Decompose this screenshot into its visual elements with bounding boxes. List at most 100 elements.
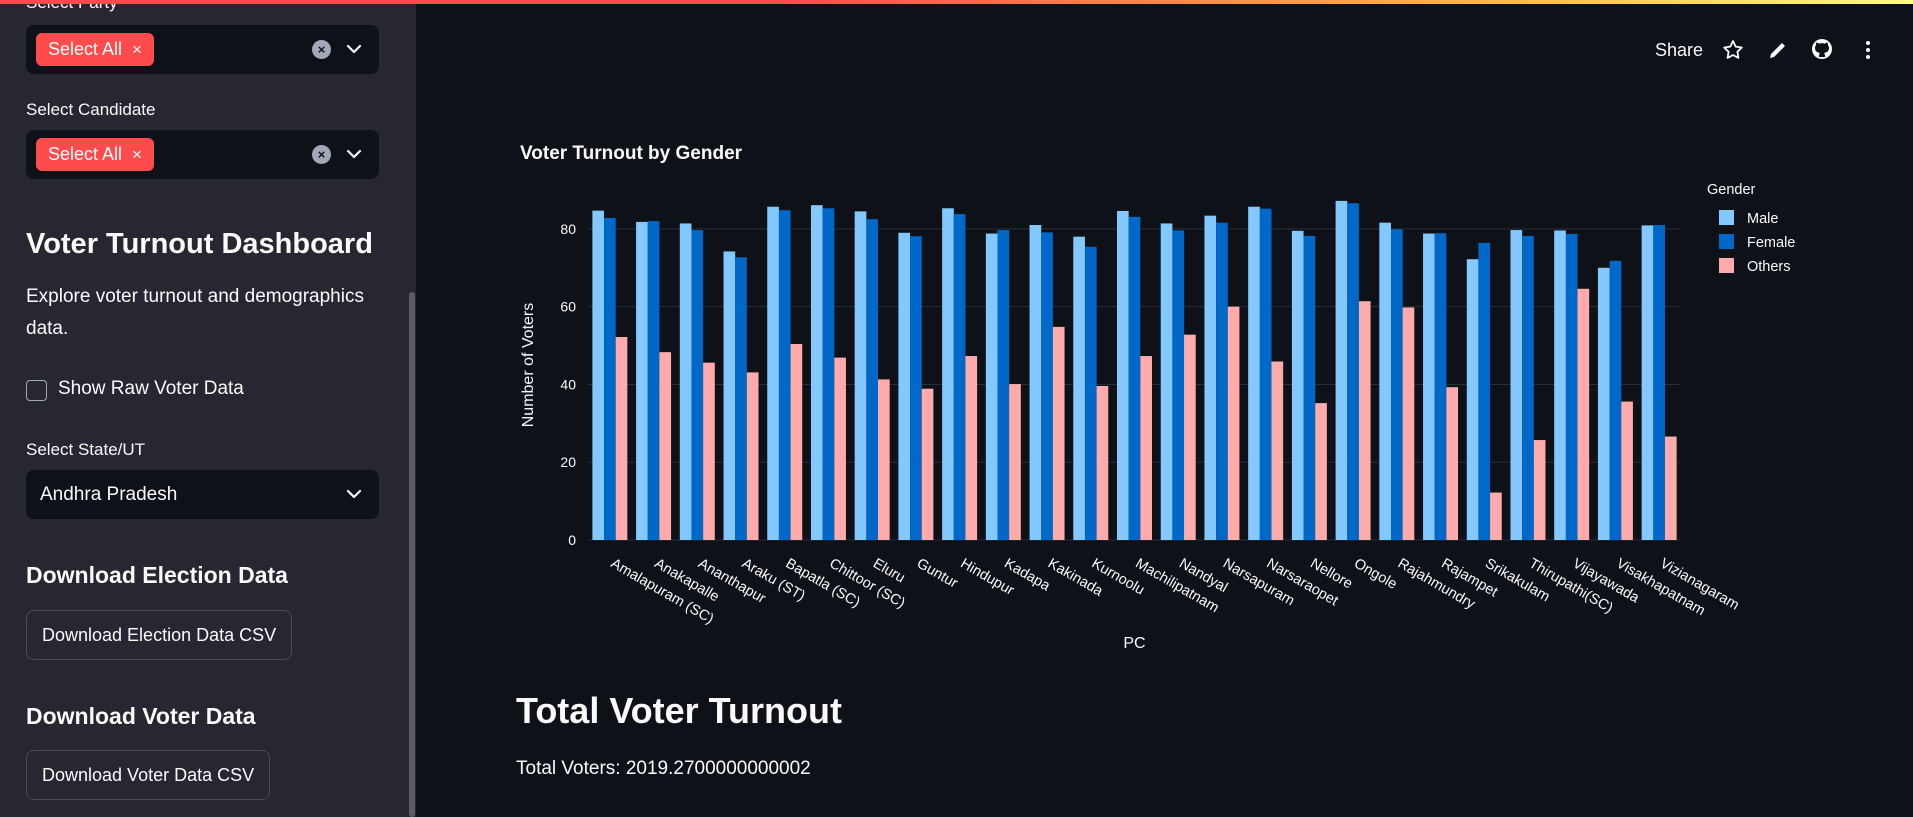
x-tick-label: Ongole	[1351, 556, 1400, 593]
bar-female	[1434, 233, 1447, 540]
download-election-heading: Download Election Data	[26, 562, 288, 588]
bar-others	[1315, 403, 1327, 540]
bar-female	[1041, 232, 1053, 540]
bar-female	[910, 236, 922, 540]
bar-male	[1554, 230, 1566, 540]
legend-swatch-female	[1719, 234, 1734, 249]
dashboard-description: Explore voter turnout and demographics d…	[26, 286, 364, 339]
state-label: Select State/UT	[26, 440, 146, 459]
bar-female	[604, 218, 616, 540]
total-turnout-heading: Total Voter Turnout	[516, 690, 842, 731]
bar-female	[1478, 242, 1491, 540]
chevron-down-icon[interactable]	[342, 37, 366, 61]
bar-male	[1029, 225, 1042, 540]
bar-female	[866, 219, 879, 540]
candidate-tag[interactable]: Select All ×	[36, 138, 154, 171]
bar-male	[1597, 267, 1610, 540]
bar-female	[1303, 235, 1316, 540]
bar-others	[834, 357, 846, 540]
state-select[interactable]: Andhra Pradesh	[26, 470, 379, 519]
bar-female	[1522, 235, 1534, 540]
bar-male	[1248, 206, 1260, 540]
chevron-down-icon[interactable]	[342, 482, 366, 506]
bar-others	[1490, 492, 1502, 540]
bar-female	[735, 257, 747, 540]
bar-others	[1052, 326, 1065, 540]
legend-swatch-male	[1719, 210, 1734, 225]
more-options-icon[interactable]	[1856, 38, 1880, 62]
bar-male	[942, 208, 954, 540]
bar-others	[1184, 334, 1196, 540]
bar-others	[1140, 356, 1152, 540]
bar-female	[1565, 233, 1578, 540]
candidate-multiselect[interactable]: Select All × ×	[26, 130, 379, 179]
y-tick-label: 40	[560, 376, 576, 392]
y-tick-label: 20	[560, 454, 576, 470]
state-select-value: Andhra Pradesh	[40, 484, 178, 505]
download-voter-heading: Download Voter Data	[26, 703, 256, 729]
bar-others	[965, 356, 978, 540]
star-icon[interactable]	[1721, 38, 1745, 62]
candidate-tag-label: Select All	[48, 144, 123, 164]
bar-male	[1466, 259, 1479, 540]
download-voter-button[interactable]: Download Voter Data CSV	[26, 750, 271, 800]
chevron-down-icon[interactable]	[342, 142, 366, 166]
bar-male	[723, 251, 736, 540]
bar-others	[1358, 301, 1371, 540]
sidebar: Select Party Select All × × Select Candi…	[0, 0, 416, 817]
bar-male	[1160, 223, 1173, 540]
bar-others	[1402, 307, 1415, 540]
party-tag-label: Select All	[48, 39, 123, 59]
candidate-tag-remove-icon[interactable]: ×	[132, 144, 142, 164]
party-clear-icon[interactable]: ×	[312, 40, 331, 59]
bar-others	[1009, 384, 1021, 540]
y-tick-label: 0	[568, 532, 576, 548]
bar-others	[615, 337, 628, 540]
bar-male	[679, 223, 692, 540]
bar-male	[1423, 233, 1435, 541]
bar-female	[1084, 246, 1097, 540]
bar-female	[822, 208, 835, 540]
bar-female	[1172, 230, 1185, 540]
party-multiselect[interactable]: Select All × ×	[26, 25, 379, 74]
bar-male	[1291, 230, 1304, 540]
x-axis-label: PC	[1123, 635, 1145, 652]
bar-female	[778, 210, 791, 540]
raw-data-checkbox[interactable]	[26, 380, 47, 401]
bar-others	[1577, 288, 1590, 540]
bar-female	[1128, 216, 1141, 541]
share-button[interactable]: Share	[1655, 40, 1704, 60]
sidebar-scrollbar[interactable]	[409, 292, 415, 817]
github-icon[interactable]	[1810, 37, 1834, 61]
bar-male	[854, 211, 867, 540]
edit-icon[interactable]	[1766, 38, 1790, 62]
raw-data-checkbox-label[interactable]: Show Raw Voter Data	[58, 378, 244, 399]
bar-others	[1271, 361, 1284, 540]
top-decoration-bar	[0, 0, 1913, 4]
bar-female	[953, 214, 966, 540]
bar-male	[1204, 215, 1217, 540]
bar-female	[997, 230, 1010, 541]
bar-male	[985, 233, 998, 541]
bar-others	[1446, 387, 1459, 540]
download-election-button[interactable]: Download Election Data CSV	[26, 610, 293, 660]
bar-male	[592, 210, 605, 540]
bar-male	[1510, 230, 1523, 541]
bar-others	[1664, 436, 1677, 540]
bar-male	[767, 206, 779, 540]
y-tick-label: 60	[560, 299, 576, 315]
candidate-clear-icon[interactable]: ×	[312, 145, 331, 164]
bar-male	[1379, 222, 1391, 540]
legend-title: Gender	[1707, 182, 1756, 198]
bar-others	[659, 352, 672, 540]
bar-male	[636, 221, 648, 540]
bar-female	[1390, 229, 1403, 540]
party-tag-remove-icon[interactable]: ×	[132, 39, 142, 59]
party-tag[interactable]: Select All ×	[36, 33, 154, 66]
bar-others	[1096, 386, 1109, 540]
bar-female	[1609, 260, 1622, 540]
bar-others	[1621, 401, 1633, 540]
bar-others	[746, 372, 759, 540]
bar-female	[691, 230, 704, 541]
